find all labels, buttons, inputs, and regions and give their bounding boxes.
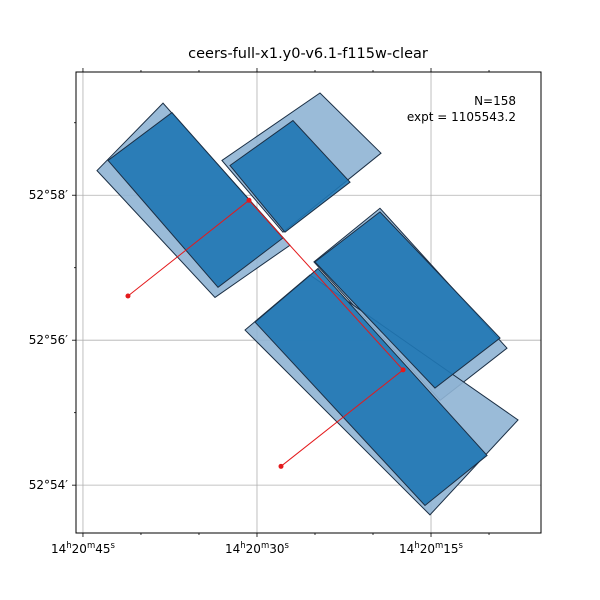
footprint xyxy=(254,267,488,507)
chart-title: ceers-full-x1.y0-v6.1-f115w-clear xyxy=(188,46,428,62)
track-line xyxy=(127,199,404,467)
track-point xyxy=(400,367,406,373)
footprint xyxy=(229,119,351,233)
track-point xyxy=(246,197,252,203)
annotation: N=158 xyxy=(474,94,516,108)
plot-frame xyxy=(75,71,542,534)
track-point xyxy=(125,293,131,299)
x-tick-label: 14h20m15s xyxy=(399,541,464,556)
y-tick-label: 52°58′ xyxy=(29,188,69,202)
y-tick-label: 52°56′ xyxy=(29,333,69,347)
annotation: expt = 1105543.2 xyxy=(407,110,516,124)
track-point xyxy=(278,463,284,469)
x-tick-label: 14h20m30s xyxy=(225,541,290,556)
footprint xyxy=(314,211,501,389)
y-tick-label: 52°54′ xyxy=(29,478,69,492)
x-tick-label: 14h20m45s xyxy=(51,541,116,556)
